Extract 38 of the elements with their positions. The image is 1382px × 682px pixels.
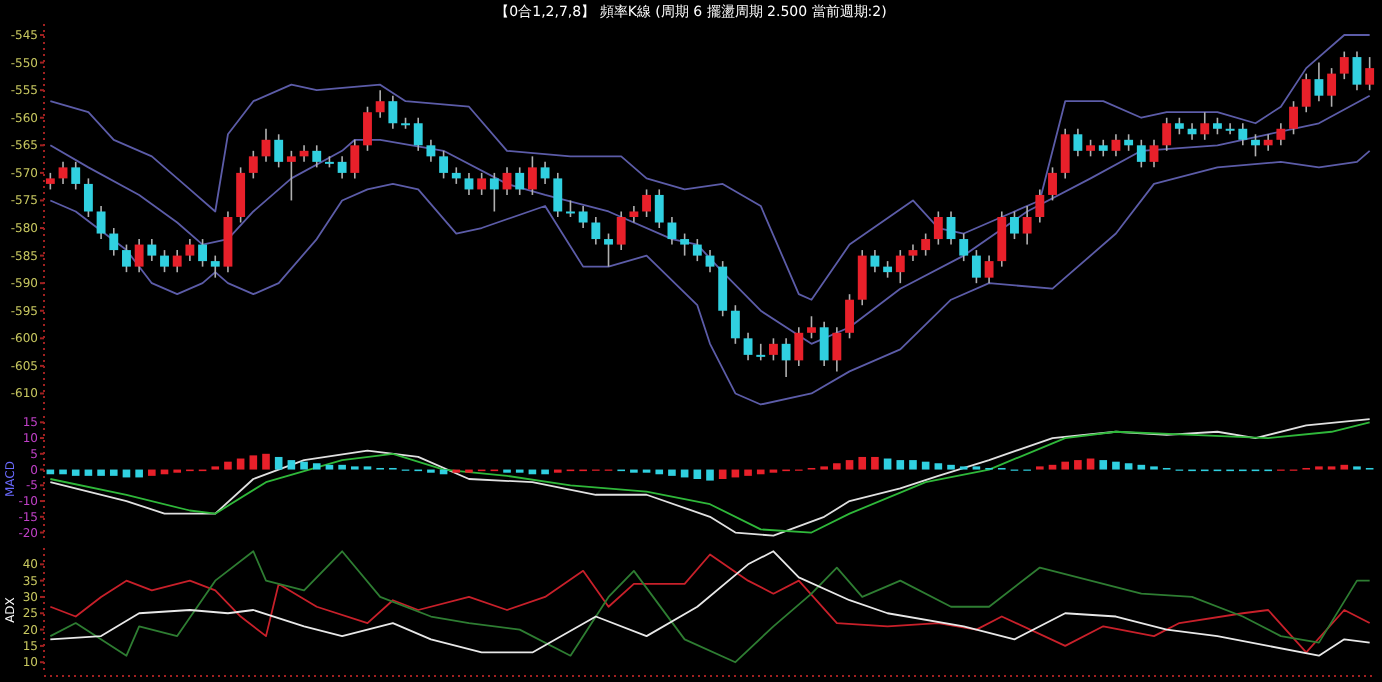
bar	[1099, 460, 1108, 470]
bar	[262, 453, 270, 470]
bar	[871, 456, 879, 470]
bar	[274, 456, 283, 470]
bar	[224, 461, 232, 470]
bar	[858, 456, 867, 470]
bar	[300, 461, 308, 470]
bar	[312, 463, 321, 470]
bar	[668, 469, 676, 476]
bar	[1074, 460, 1082, 470]
bar	[249, 455, 258, 470]
bar	[287, 460, 296, 470]
bar	[845, 460, 854, 470]
bar	[934, 463, 943, 470]
bar	[109, 469, 118, 476]
bar	[833, 463, 841, 470]
bar	[744, 469, 752, 476]
bar	[947, 464, 955, 470]
bar	[896, 460, 905, 470]
bar	[1137, 464, 1146, 470]
bar	[1086, 458, 1095, 470]
bar	[148, 469, 156, 476]
bar	[71, 469, 80, 476]
bar	[1124, 463, 1133, 470]
bar	[97, 469, 105, 476]
bar	[1340, 464, 1349, 470]
bar	[338, 464, 346, 470]
bar	[236, 458, 245, 470]
bar	[909, 460, 917, 470]
bar	[1112, 461, 1120, 470]
bar	[706, 469, 714, 481]
bar	[1061, 461, 1070, 470]
line-series	[49, 149, 1371, 406]
bar	[1048, 464, 1057, 470]
bar	[135, 469, 143, 478]
bar	[883, 458, 892, 470]
bar	[921, 461, 930, 470]
bar	[325, 464, 334, 470]
